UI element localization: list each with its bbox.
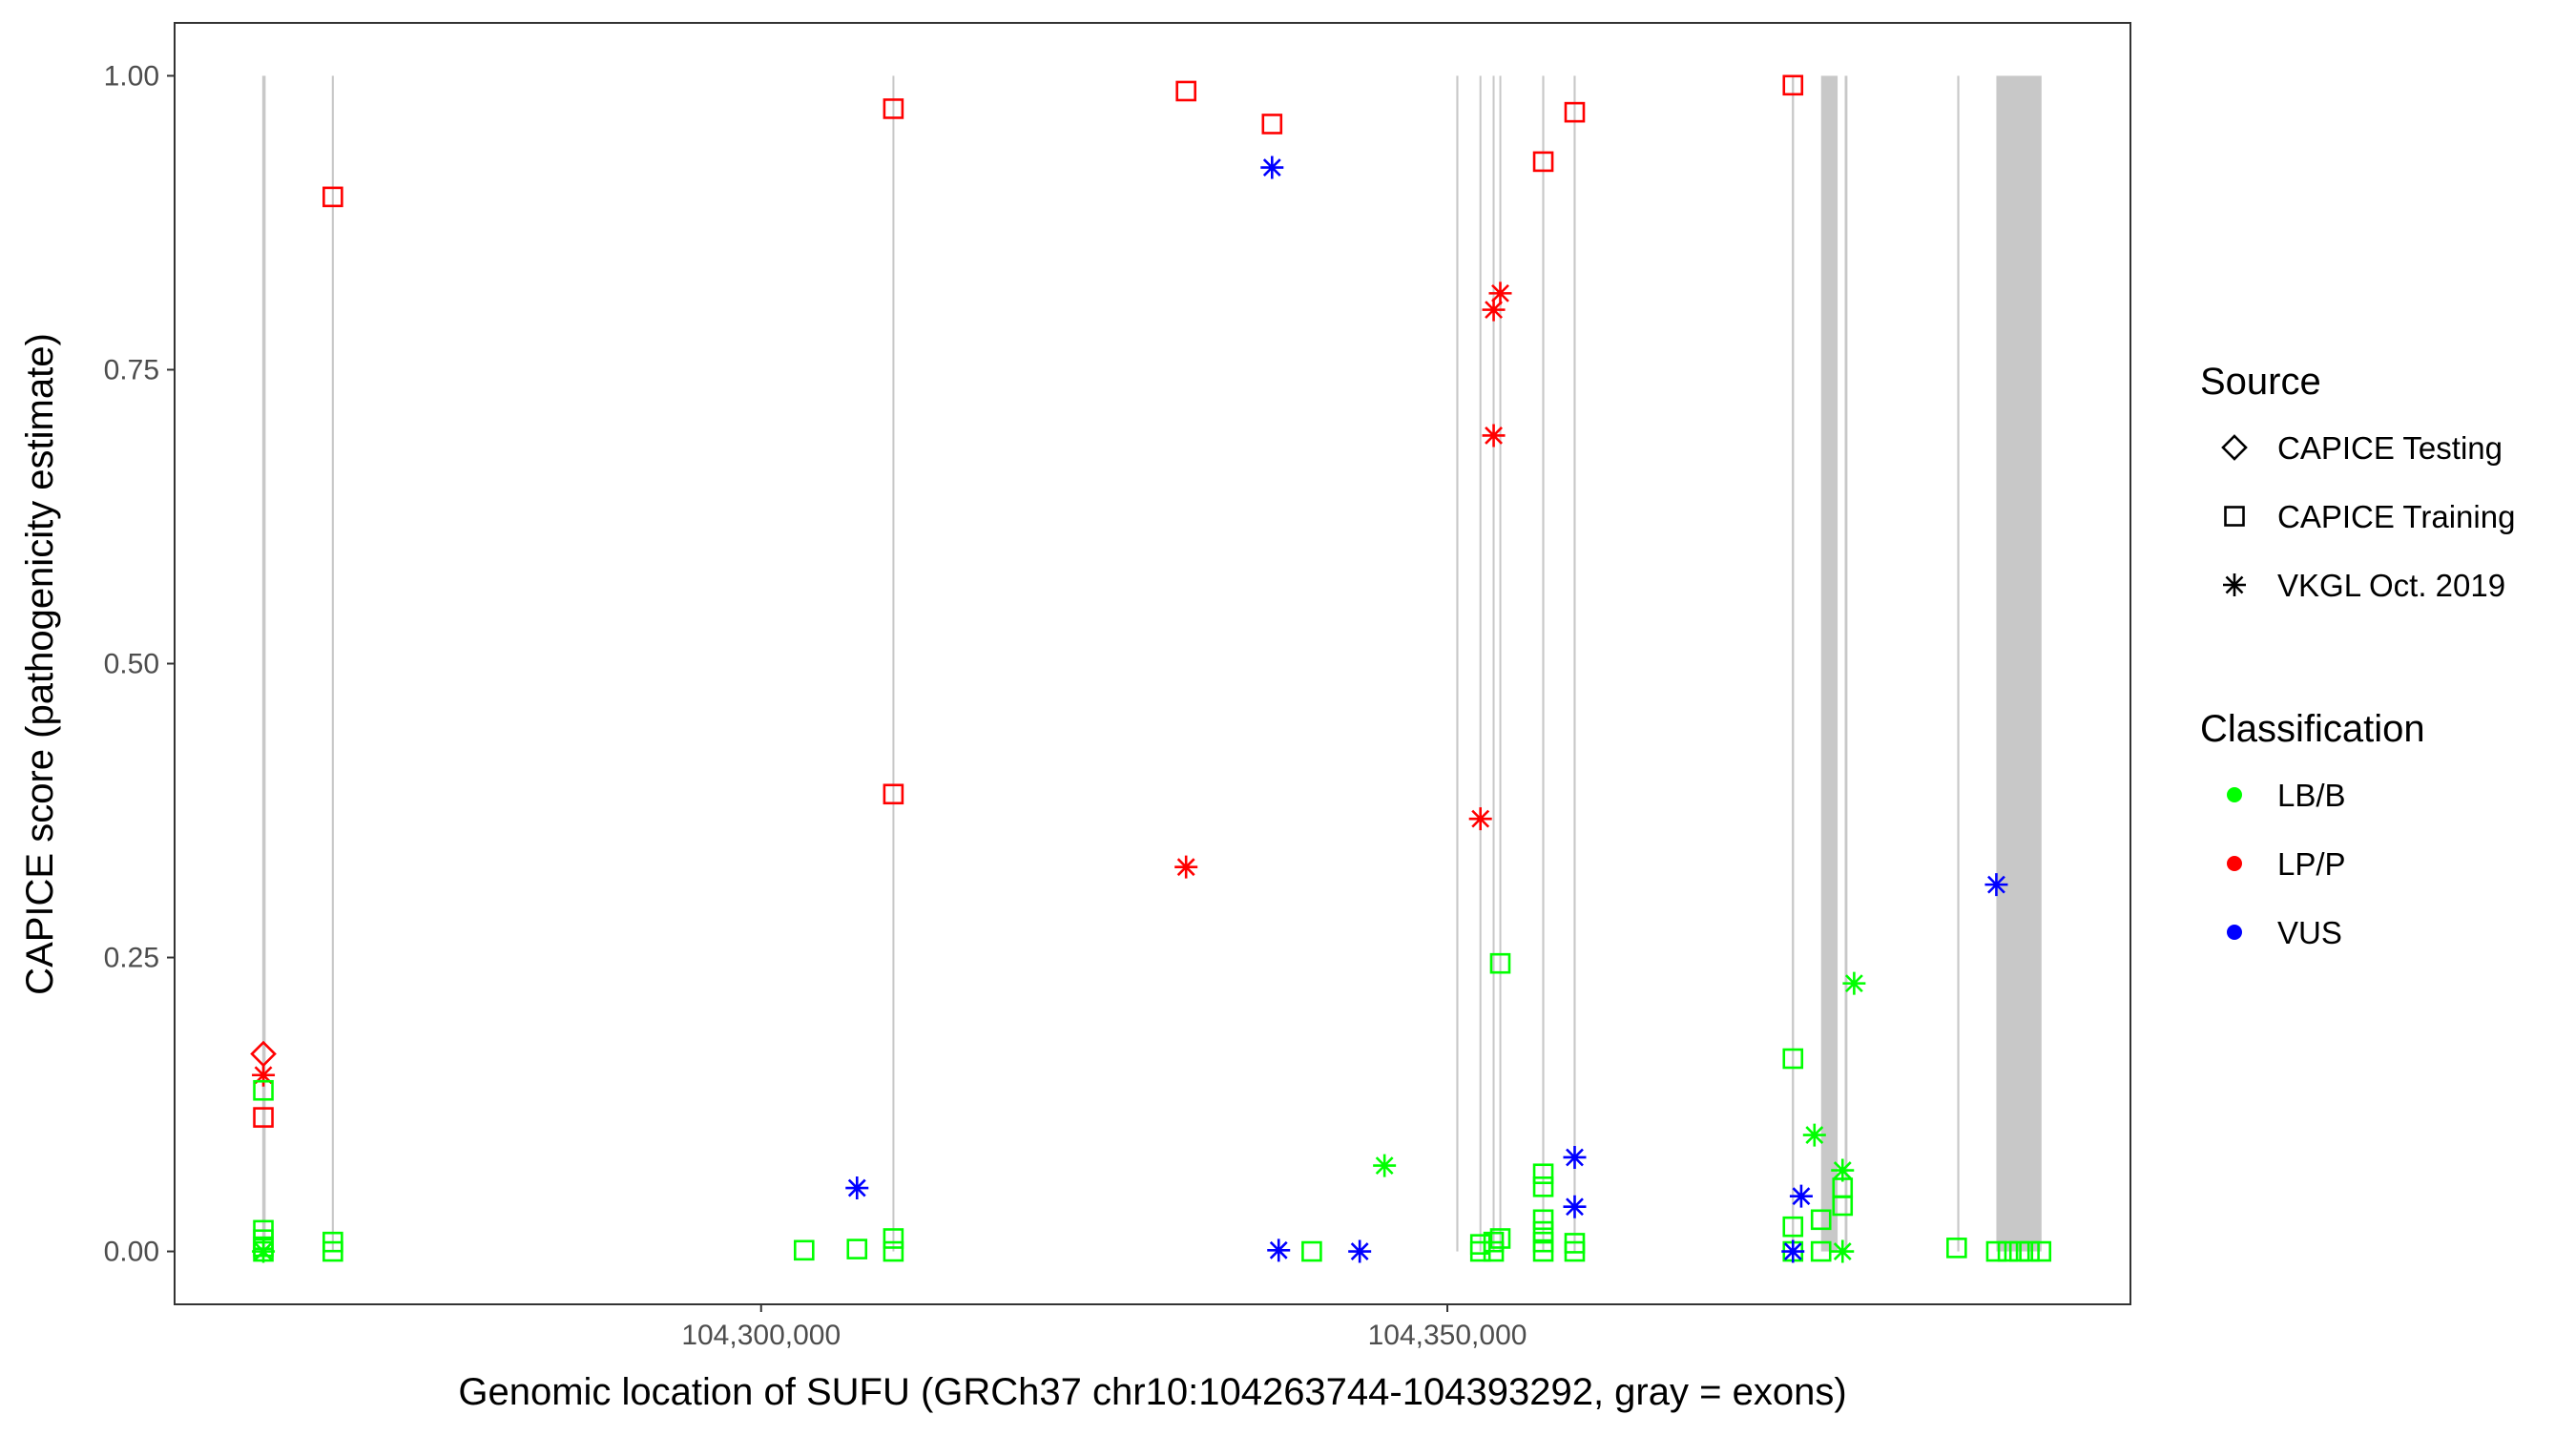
data-point-square (1782, 1216, 1804, 1238)
data-point-square (1532, 1220, 1554, 1242)
data-point-asterisk (1348, 1239, 1372, 1263)
exon-band (261, 75, 266, 1252)
data-point-square (1946, 1238, 1967, 1259)
data-point-square (1564, 1240, 1586, 1262)
data-point-asterisk (1802, 1123, 1826, 1147)
exon-bands (261, 75, 2042, 1252)
data-point-asterisk (1563, 1195, 1587, 1218)
y-tick-label: 0.25 (104, 943, 159, 974)
data-point-asterisk (845, 1176, 869, 1200)
data-point-square (1985, 1240, 2007, 1262)
exon-band (1573, 75, 1576, 1252)
data-point-asterisk (1373, 1154, 1397, 1177)
data-point-asterisk (1781, 1239, 1805, 1263)
data-point-square (253, 1079, 274, 1101)
data-point-square (1532, 1209, 1554, 1231)
legend-source-label: VKGL Oct. 2019 (2277, 568, 2505, 603)
x-axis-title: Genomic location of SUFU (GRCh37 chr10:1… (458, 1371, 1846, 1413)
data-point-square (1532, 1163, 1554, 1185)
x-tick-label: 104,350,000 (1368, 1320, 1527, 1351)
data-point-asterisk (1468, 807, 1492, 831)
legend: Source Classification CAPICE Testing CAPI… (2200, 361, 2515, 950)
data-point-square (1810, 1209, 1832, 1231)
legend-class-key-dot (2227, 925, 2242, 940)
data-point-asterisk (1842, 971, 1866, 995)
data-point-asterisk (1563, 1145, 1587, 1169)
data-point-square (1782, 74, 1804, 96)
legend-class-key-dot (2227, 787, 2242, 802)
exon-band (1957, 75, 1960, 1252)
data-point-square (883, 1228, 904, 1249)
legend-class-label: LP/P (2277, 846, 2346, 882)
data-point-asterisk (1482, 424, 1506, 447)
exon-band (1492, 75, 1495, 1252)
y-tick-label: 1.00 (104, 60, 159, 92)
legend-source-title: Source (2200, 361, 2321, 403)
data-point-square (1564, 101, 1586, 123)
data-point-square (883, 98, 904, 119)
data-point-square (883, 1240, 904, 1262)
y-axis-title: CAPICE score (pathogenicity estimate) (19, 333, 61, 995)
data-point-asterisk (1488, 281, 1512, 305)
data-point-asterisk (1174, 855, 1198, 879)
x-axis: 104,300,000 104,350,000 (681, 1304, 1527, 1351)
data-point-square (1532, 1176, 1554, 1197)
data-point-square (1782, 1048, 1804, 1070)
exon-band (1844, 75, 1848, 1252)
data-point-asterisk (1831, 1239, 1855, 1263)
data-point-asterisk (1984, 873, 2008, 897)
y-tick-label: 0.75 (104, 354, 159, 385)
data-point-square (1483, 1240, 1505, 1262)
data-point-square (794, 1239, 815, 1261)
data-point-square (846, 1238, 868, 1259)
exon-band (1479, 75, 1482, 1252)
x-tick-label: 104,300,000 (681, 1320, 841, 1351)
legend-class-title: Classification (2200, 708, 2425, 750)
data-point-square (1489, 1228, 1511, 1249)
data-point-asterisk (1482, 298, 1506, 322)
exon-band (1456, 75, 1459, 1252)
data-point-square (1261, 114, 1283, 135)
y-tick-label: 0.00 (104, 1237, 159, 1268)
exon-band (1996, 75, 2042, 1252)
data-point-square (1175, 80, 1196, 102)
y-axis: 0.00 0.25 0.50 0.75 1.00 (104, 60, 175, 1268)
data-points (250, 74, 2052, 1263)
exon-band (331, 75, 334, 1252)
exon-band (1792, 75, 1795, 1252)
data-point-asterisk (1789, 1184, 1813, 1208)
data-point-square (2030, 1240, 2052, 1262)
data-point-square (1810, 1240, 1832, 1262)
data-point-square (1532, 1240, 1554, 1262)
exon-band (1820, 75, 1839, 1252)
data-point-square (1532, 151, 1554, 173)
legend-source-key-square (2224, 506, 2245, 527)
data-point-asterisk (252, 1063, 276, 1087)
data-point-square (1301, 1240, 1322, 1262)
data-point-square (322, 186, 343, 208)
data-point-asterisk (1260, 156, 1284, 179)
legend-class-label: VUS (2277, 915, 2342, 950)
data-point-square (1489, 952, 1511, 974)
data-point-square (1832, 1195, 1854, 1217)
data-point-square (322, 1240, 343, 1262)
data-point-asterisk (1831, 1158, 1855, 1182)
data-point-asterisk (252, 1239, 276, 1263)
y-tick-label: 0.50 (104, 649, 159, 680)
data-point-asterisk (1267, 1238, 1291, 1262)
legend-source-label: CAPICE Training (2277, 499, 2515, 534)
legend-source-key-asterisk (2223, 573, 2246, 596)
legend-source-label: CAPICE Testing (2277, 430, 2503, 466)
legend-class-label: LB/B (2277, 778, 2346, 813)
data-point-square (253, 1107, 274, 1128)
data-point-square (883, 783, 904, 805)
exon-band (1499, 75, 1502, 1252)
exon-band (1542, 75, 1545, 1252)
exon-band (892, 75, 895, 1252)
legend-class-key-dot (2227, 856, 2242, 871)
data-point-square (1997, 1240, 2019, 1262)
legend-source-key-diamond (2221, 434, 2248, 461)
data-point-square (2019, 1240, 2040, 1262)
